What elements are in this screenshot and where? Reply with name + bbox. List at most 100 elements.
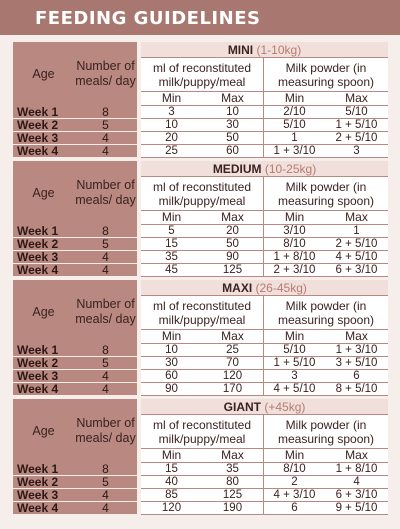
week-cell: Week 4 [13, 264, 74, 277]
ml-min-cell: 30 [141, 357, 202, 370]
week-cell: Week 3 [13, 251, 74, 264]
powder-header: Milk powder (in measuring spoon) [264, 415, 389, 449]
week-cell: Week 3 [13, 132, 74, 145]
meals-header: Number of meals/ day [74, 42, 137, 106]
ml-max-header: Max [202, 449, 264, 463]
size-range: (10-25kg) [264, 161, 317, 176]
powder-max-cell: 1 + 8/10 [325, 463, 389, 476]
powder-max-header: Max [325, 92, 388, 106]
meals-cell: 4 [74, 502, 137, 515]
meals-cell: 4 [74, 383, 137, 396]
powder-min-cell: 2 [264, 476, 325, 489]
table-row: Week 1 8 10 25 5/10 1 + 3/10 [13, 344, 389, 357]
week-cell: Week 1 [13, 225, 74, 238]
ml-min-header: Min [141, 449, 202, 463]
powder-max-cell: 6 [325, 370, 389, 383]
meals-cell: 8 [74, 463, 137, 476]
week-cell: Week 1 [13, 344, 74, 357]
powder-max-cell: 4 [325, 476, 389, 489]
powder-header: Milk powder (in measuring spoon) [264, 58, 388, 92]
ml-header: ml of reconstituted milk/puppy/meal [141, 58, 264, 92]
powder-max-cell: 6 + 3/10 [325, 489, 389, 502]
meals-cell: 8 [74, 106, 137, 119]
ml-min-header: Min [141, 211, 202, 225]
meals-cell: 4 [74, 489, 137, 502]
page-title: FEEDING GUIDELINES [0, 0, 400, 35]
week-cell: Week 3 [13, 489, 74, 502]
ml-max-cell: 190 [202, 502, 264, 515]
size-name: MAXI [222, 280, 253, 295]
table-row: Week 3 4 20 50 1 2 + 5/10 [13, 132, 388, 145]
powder-min-cell: 8/10 [264, 238, 325, 251]
size-name: MEDIUM [212, 161, 262, 176]
powder-max-cell: 3 [325, 145, 388, 158]
size-name: MINI [227, 42, 254, 57]
powder-max-cell: 8 + 5/10 [325, 383, 389, 396]
feeding-table-medium: Age Number of meals/ day MEDIUM (10-25kg… [13, 161, 388, 277]
table-row: Week 3 4 85 125 4 + 3/10 6 + 3/10 [13, 489, 389, 502]
size-range: (1-10kg) [256, 42, 302, 57]
age-header: Age [13, 161, 74, 225]
week-cell: Week 2 [13, 476, 74, 489]
powder-min-cell: 1 + 3/10 [264, 145, 325, 158]
ml-max-cell: 25 [202, 344, 264, 357]
week-cell: Week 1 [13, 106, 74, 119]
week-cell: Week 2 [13, 119, 74, 132]
ml-max-cell: 50 [202, 238, 264, 251]
table-row: Week 3 4 35 90 1 + 8/10 4 + 5/10 [13, 251, 388, 264]
ml-min-cell: 15 [141, 463, 202, 476]
ml-max-cell: 90 [202, 251, 264, 264]
table-row: Week 2 5 40 80 2 4 [13, 476, 389, 489]
powder-min-cell: 5/10 [264, 119, 325, 132]
week-cell: Week 4 [13, 383, 74, 396]
ml-min-cell: 120 [141, 502, 202, 515]
ml-min-cell: 5 [141, 225, 202, 238]
size-header: GIANT (+45kg) [141, 399, 389, 415]
ml-max-cell: 20 [202, 225, 264, 238]
meals-cell: 8 [74, 344, 137, 357]
powder-min-cell: 3 [264, 370, 325, 383]
size-name: GIANT [223, 399, 261, 414]
ml-min-header: Min [141, 92, 202, 106]
size-range: (+45kg) [264, 399, 306, 414]
week-cell: Week 4 [13, 502, 74, 515]
powder-header: Milk powder (in measuring spoon) [264, 296, 389, 330]
size-range: (26-45kg) [255, 280, 307, 295]
table-row: Week 2 5 15 50 8/10 2 + 5/10 [13, 238, 388, 251]
powder-min-header: Min [264, 330, 325, 344]
powder-max-cell: 2 + 5/10 [325, 132, 388, 145]
table-row: Week 1 8 3 10 2/10 5/10 [13, 106, 388, 119]
week-cell: Week 4 [13, 145, 74, 158]
ml-min-cell: 15 [141, 238, 202, 251]
table-row: Week 2 5 10 30 5/10 1 + 5/10 [13, 119, 388, 132]
meals-cell: 4 [74, 132, 137, 145]
table-row: Week 4 4 120 190 6 9 + 5/10 [13, 502, 389, 515]
age-header: Age [13, 42, 74, 106]
ml-min-cell: 60 [141, 370, 202, 383]
powder-min-cell: 3/10 [264, 225, 325, 238]
week-cell: Week 2 [13, 238, 74, 251]
table-row: Week 1 8 15 35 8/10 1 + 8/10 [13, 463, 389, 476]
feeding-tables: Age Number of meals/ day MINI (1-10kg) m… [13, 42, 389, 518]
ml-min-cell: 25 [141, 145, 202, 158]
meals-header: Number of meals/ day [74, 161, 137, 225]
powder-max-cell: 2 + 5/10 [325, 238, 388, 251]
powder-max-cell: 4 + 5/10 [325, 251, 388, 264]
ml-min-cell: 35 [141, 251, 202, 264]
powder-min-cell: 2/10 [264, 106, 325, 119]
table-row: Week 2 5 30 70 1 + 5/10 3 + 5/10 [13, 357, 389, 370]
powder-min-header: Min [264, 449, 325, 463]
ml-max-header: Max [202, 92, 264, 106]
ml-min-cell: 10 [141, 119, 202, 132]
powder-max-header: Max [325, 449, 389, 463]
ml-max-cell: 35 [202, 463, 264, 476]
feeding-table-maxi: Age Number of meals/ day MAXI (26-45kg) … [13, 280, 389, 396]
meals-cell: 4 [74, 264, 137, 277]
ml-max-cell: 125 [202, 489, 264, 502]
ml-min-cell: 3 [141, 106, 202, 119]
week-cell: Week 3 [13, 370, 74, 383]
week-cell: Week 2 [13, 357, 74, 370]
meals-cell: 5 [74, 357, 137, 370]
powder-min-cell: 6 [264, 502, 325, 515]
powder-max-cell: 6 + 3/10 [325, 264, 388, 277]
